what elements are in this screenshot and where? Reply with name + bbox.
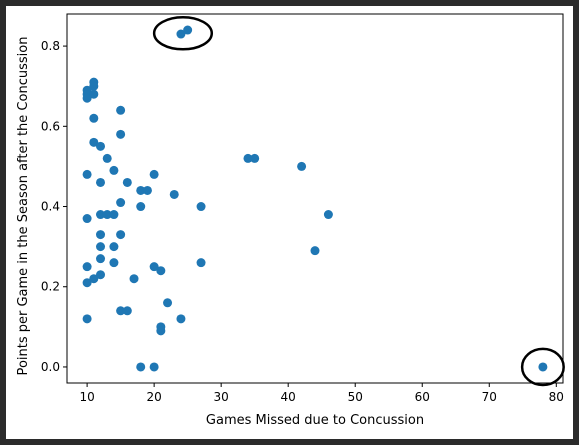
scatter-point — [116, 306, 126, 316]
scatter-point — [122, 177, 132, 187]
scatter-point — [129, 274, 139, 284]
scatter-point — [538, 362, 548, 372]
scatter-point — [89, 113, 99, 123]
y-tick-label: 0.8 — [41, 39, 60, 53]
scatter-point — [102, 153, 112, 163]
scatter-point — [149, 362, 159, 372]
scatter-point — [149, 262, 159, 272]
highlight-circle — [152, 15, 214, 51]
scatter-point — [142, 185, 152, 195]
x-tick-label: 30 — [214, 390, 229, 404]
scatter-point — [82, 93, 92, 103]
x-tick-label: 10 — [79, 390, 94, 404]
scatter-point — [196, 258, 206, 268]
scatter-point — [116, 105, 126, 115]
scatter-point — [96, 270, 106, 280]
highlight-circle — [520, 347, 565, 387]
scatter-point — [176, 29, 186, 39]
chart-figure: 10 20 30 40 50 60 70 80 0.0 0.2 0.4 0.6 0.8 Games Mi… — [6, 6, 573, 439]
scatter-point — [89, 137, 99, 147]
scatter-point — [136, 202, 146, 212]
plot-area — [66, 13, 565, 387]
scatter-point — [196, 202, 206, 212]
scatter-point — [183, 25, 193, 35]
scatter-point — [109, 210, 119, 220]
x-tick-label: 70 — [482, 390, 497, 404]
scatter-point — [96, 230, 106, 240]
scatter-point — [310, 246, 320, 256]
scatter-point — [116, 198, 126, 208]
scatter-point — [82, 278, 92, 288]
y-tick-label: 0.0 — [41, 360, 60, 374]
x-tick-label: 60 — [415, 390, 430, 404]
scatter-point — [116, 129, 126, 139]
scatter-point — [96, 210, 106, 220]
scatter-point — [250, 153, 260, 163]
scatter-point — [96, 141, 106, 151]
scatter-point — [82, 262, 92, 272]
scatter-point — [297, 161, 307, 171]
scatter-point — [89, 274, 99, 284]
x-tick-label: 40 — [281, 390, 296, 404]
scatter-point — [149, 169, 159, 179]
plot-frame — [66, 13, 564, 384]
scatter-point — [96, 242, 106, 252]
y-tick-label: 0.4 — [41, 200, 60, 214]
scatter-point — [136, 185, 146, 195]
scatter-point — [156, 326, 166, 336]
x-tick-label: 50 — [348, 390, 363, 404]
scatter-point — [102, 210, 112, 220]
scatter-point — [122, 306, 132, 316]
x-tick-label: 20 — [146, 390, 161, 404]
scatter-point — [136, 362, 146, 372]
scatter-point — [82, 214, 92, 224]
scatter-point — [96, 254, 106, 264]
scatter-point — [323, 210, 333, 220]
scatter-point — [109, 242, 119, 252]
x-axis-label: Games Missed due to Concussion — [206, 413, 424, 428]
y-axis-label: Points per Game in the Season after the … — [16, 37, 31, 376]
y-tick-label: 0.6 — [41, 119, 60, 133]
scatter-chart: 10 20 30 40 50 60 70 80 0.0 0.2 0.4 0.6 0.8 Games Mi… — [16, 13, 565, 428]
scatter-point — [176, 314, 186, 324]
scatter-point — [89, 89, 99, 99]
scatter-point — [169, 189, 179, 199]
scatter-point — [109, 165, 119, 175]
x-tick-label: 80 — [549, 390, 564, 404]
scatter-point — [82, 314, 92, 324]
scatter-point — [96, 177, 106, 187]
scatter-point — [243, 153, 253, 163]
axis-ticks: 10 20 30 40 50 60 70 80 0.0 0.2 0.4 0.6 0.8 — [41, 39, 564, 404]
scatter-point — [116, 230, 126, 240]
scatter-point — [82, 169, 92, 179]
scatter-point — [109, 258, 119, 268]
scatter-point — [163, 298, 173, 308]
scatter-point — [156, 266, 166, 276]
y-tick-label: 0.2 — [41, 280, 60, 294]
scatter-point — [89, 81, 99, 91]
